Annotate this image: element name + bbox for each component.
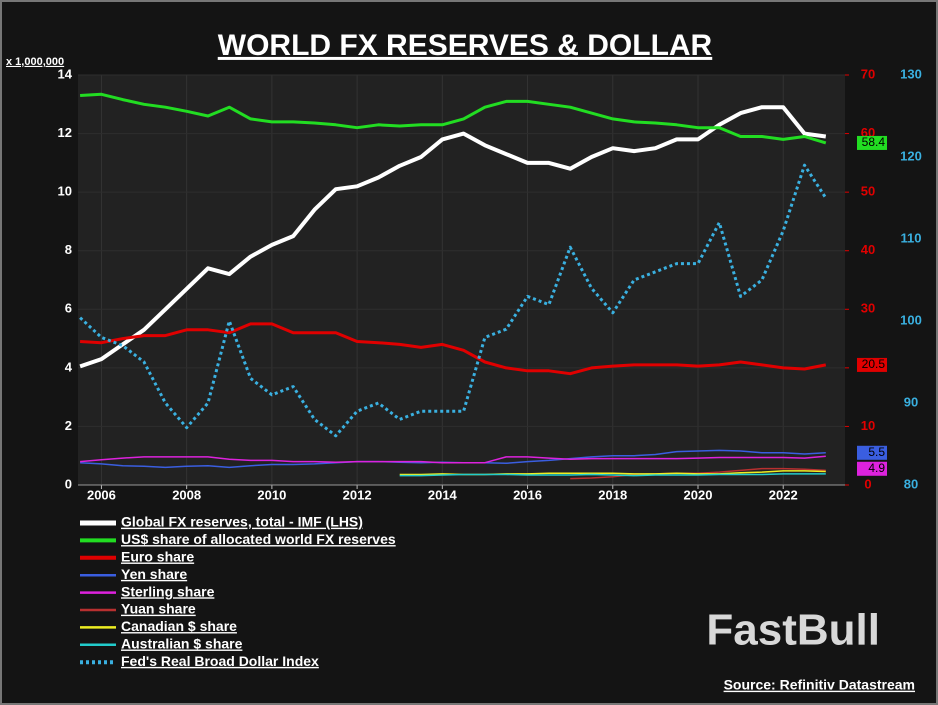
x-tick-label: 2008 — [172, 487, 201, 502]
legend-label: Sterling share — [121, 583, 215, 599]
series-line — [80, 322, 827, 376]
x-tick-label: 2014 — [428, 487, 458, 502]
x-tick-label: 2022 — [769, 487, 798, 502]
series-line — [80, 92, 827, 145]
series-line — [79, 105, 827, 369]
end-label: 5.5 — [868, 445, 885, 459]
y-unit-label: x 1,000,000 — [6, 56, 64, 68]
end-label-box — [857, 135, 887, 150]
y3-tick-label: 100 — [900, 312, 922, 327]
x-tick-label: 2010 — [257, 487, 286, 502]
series-line — [79, 163, 828, 438]
y-tick-label: 0 — [65, 476, 72, 491]
y3-tick-label: 80 — [904, 476, 918, 491]
x-tick-label: 2012 — [343, 487, 372, 502]
y2-tick-label: 40 — [861, 242, 875, 257]
end-label-box — [857, 461, 887, 476]
end-label-box — [857, 445, 887, 460]
y3-tick-label: 120 — [900, 148, 922, 163]
end-label: 58.4 — [862, 135, 886, 149]
y-tick-label: 2 — [65, 418, 72, 433]
end-label: 20.5 — [862, 357, 886, 371]
legend-label: Yuan share — [121, 601, 196, 617]
y3-tick-label: 110 — [901, 230, 922, 245]
plot-area — [78, 75, 845, 485]
legend-label: US$ share of allocated world FX reserves — [121, 531, 396, 547]
x-tick-label: 2016 — [513, 487, 542, 502]
legend-label: Global FX reserves, total - IMF (LHS) — [121, 514, 363, 530]
x-tick-label: 2018 — [598, 487, 627, 502]
series-line — [399, 473, 826, 477]
legend-label: Fed's Real Broad Dollar Index — [121, 653, 319, 669]
x-tick-label: 2020 — [684, 487, 713, 502]
legend-label: Euro share — [121, 549, 194, 565]
y3-tick-label: 130 — [900, 66, 922, 81]
y2-tick-label: 10 — [861, 418, 875, 433]
y2-tick-label: 0 — [864, 476, 871, 491]
y2-tick-label: 50 — [861, 184, 875, 199]
source: Source: Refinitiv Datastream — [724, 677, 915, 693]
y-tick-label: 12 — [58, 125, 72, 140]
legend-label: Australian $ share — [121, 636, 243, 652]
y-tick-label: 4 — [65, 359, 73, 374]
y-tick-label: 8 — [65, 242, 72, 257]
y-tick-label: 6 — [65, 301, 72, 316]
y-tick-label: 10 — [58, 184, 72, 199]
y2-tick-label: 30 — [861, 301, 875, 316]
series-line — [80, 455, 826, 464]
end-label-box — [857, 357, 887, 372]
y2-tick-label: 70 — [861, 66, 875, 81]
watermark: FastBull — [706, 606, 880, 655]
legend-label: Yen share — [121, 566, 187, 582]
y-tick-label: 14 — [58, 66, 73, 81]
legend-label: Canadian $ share — [121, 618, 237, 634]
x-tick-label: 2006 — [87, 487, 116, 502]
y3-tick-label: 90 — [904, 394, 918, 409]
chart-title: WORLD FX RESERVES & DOLLAR — [218, 29, 713, 62]
end-label: 4.9 — [868, 461, 885, 475]
